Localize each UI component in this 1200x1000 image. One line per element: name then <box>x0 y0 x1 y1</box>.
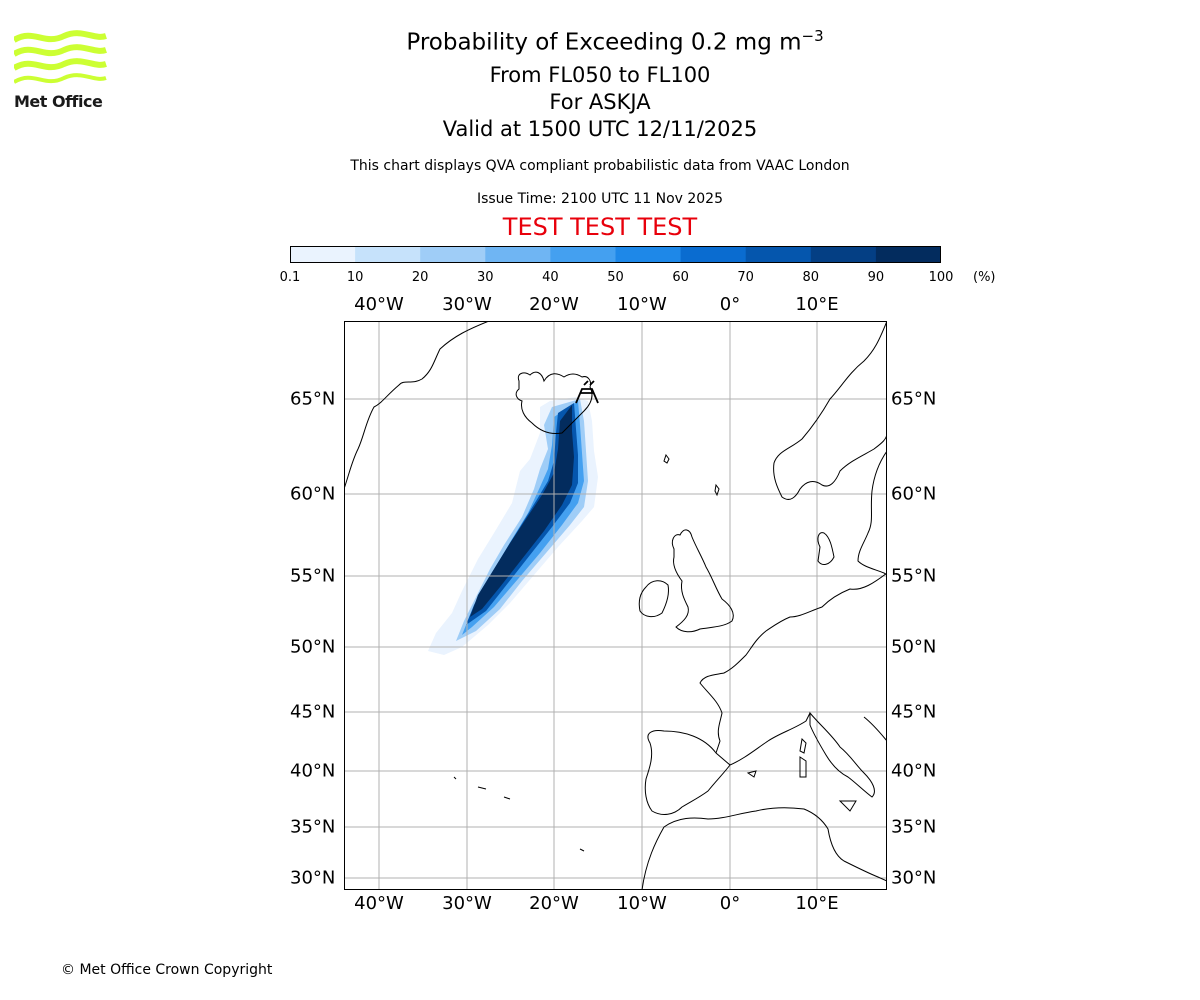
map-frame <box>344 321 887 890</box>
latitude-label-left: 65°N <box>290 388 336 410</box>
longitude-label-top: 20°W <box>529 294 579 315</box>
longitude-label-bottom: 20°W <box>529 893 579 914</box>
colorbar-tick-label: 20 <box>411 270 429 285</box>
greenland-coast <box>344 321 490 490</box>
colorbar-unit: (%) <box>973 270 996 285</box>
adriatic-east-coast <box>863 716 887 742</box>
latitude-label-left: 55°N <box>290 565 336 587</box>
latitude-label-right: 50°N <box>891 636 937 658</box>
latitude-label-right: 55°N <box>891 565 937 587</box>
met-office-waves-icon <box>12 30 107 84</box>
corsica-coast <box>799 737 807 754</box>
logo-text: Met Office <box>14 92 103 111</box>
north-africa-coast <box>641 807 887 890</box>
latitude-label-left: 45°N <box>290 701 336 723</box>
longitude-label-top: 30°W <box>442 294 492 315</box>
issue-time: Issue Time: 2100 UTC 11 Nov 2025 <box>476 191 724 207</box>
latitude-label-left: 50°N <box>290 636 336 658</box>
latitude-label-right: 40°N <box>891 760 937 782</box>
copyright: © Met Office Crown Copyright <box>61 962 273 978</box>
chart-title-superscript: −3 <box>801 27 824 45</box>
plume-probability-band <box>470 405 574 617</box>
sicily-coast <box>838 800 857 812</box>
test-banner: TEST TEST TEST <box>502 213 698 241</box>
latitude-label-right: 60°N <box>891 483 937 505</box>
volcano-name: For ASKJA <box>549 90 651 114</box>
colorbar-tick-label: 50 <box>607 270 624 285</box>
colorbar-tick-label: 40 <box>542 270 559 285</box>
met-office-logo: Met Office <box>12 30 110 114</box>
colorbar-segment <box>875 246 941 263</box>
latitude-label-left: 60°N <box>290 483 336 505</box>
colorbar-segment <box>745 246 812 263</box>
europe-coast <box>699 572 887 754</box>
denmark-coast <box>817 532 835 565</box>
faroe-islands <box>663 453 670 464</box>
latitude-label-left: 40°N <box>290 760 336 782</box>
longitude-label-top: 0° <box>719 294 741 315</box>
longitude-label-top: 10°W <box>617 294 667 315</box>
chart-title-text: Probability of Exceeding 0.2 mg m <box>406 29 802 56</box>
azores-islands <box>453 776 511 800</box>
madeira-island <box>579 848 585 852</box>
colorbar-tick-label: 70 <box>737 270 754 285</box>
mediterranean-north-coast <box>729 712 811 766</box>
colorbar-segment <box>290 246 356 263</box>
latitude-label-right: 45°N <box>891 701 937 723</box>
norway-coast <box>773 321 887 500</box>
latitude-label-right: 30°N <box>891 867 937 889</box>
colorbar-tick-label: 100 <box>928 270 954 285</box>
iberia-coast <box>644 730 731 815</box>
colorbar-segment <box>615 246 682 263</box>
longitude-label-top: 40°W <box>354 294 404 315</box>
chart-description: This chart displays QVA compliant probab… <box>350 158 850 174</box>
sardinia-coast <box>799 756 807 778</box>
longitude-label-bottom: 10°W <box>617 893 667 914</box>
latitude-label-left: 35°N <box>290 816 336 838</box>
map-panel <box>344 321 887 890</box>
colorbar-tick-label: 90 <box>867 270 885 285</box>
colorbar-segment <box>355 246 421 263</box>
volcano-icon <box>575 380 599 404</box>
latitude-label-left: 30°N <box>290 867 336 889</box>
ireland-coast <box>638 580 669 618</box>
coastlines <box>344 321 887 890</box>
colorbar-segment <box>810 246 877 263</box>
latitude-label-right: 65°N <box>891 388 937 410</box>
colorbar-segment <box>485 246 551 263</box>
colorbar-segment <box>680 246 747 263</box>
longitude-label-bottom: 30°W <box>442 893 492 914</box>
sweden-coast <box>857 450 887 576</box>
graticule <box>344 321 887 890</box>
balearic-islands <box>746 770 757 778</box>
flight-level-range: From FL050 to FL100 <box>489 63 711 87</box>
valid-time: Valid at 1500 UTC 12/11/2025 <box>442 117 758 141</box>
latitude-label-right: 35°N <box>891 816 937 838</box>
longitude-label-bottom: 0° <box>719 893 741 914</box>
colorbar <box>290 246 941 263</box>
longitude-label-top: 10°E <box>795 294 839 315</box>
colorbar-tick-label: 30 <box>477 270 494 285</box>
longitude-label-bottom: 40°W <box>354 893 404 914</box>
shetland-islands <box>714 483 720 497</box>
colorbar-segment <box>550 246 616 263</box>
longitude-label-bottom: 10°E <box>795 893 839 914</box>
iceland-coast <box>515 371 593 434</box>
colorbar-tick-label: 10 <box>346 270 364 285</box>
map-background <box>344 321 887 890</box>
chart-title: Probability of Exceeding 0.2 mg m−3 <box>0 27 1200 56</box>
great-britain-coast <box>671 529 734 633</box>
colorbar-tick-label: 60 <box>672 270 689 285</box>
italy-coast <box>809 711 875 798</box>
colorbar-border <box>290 246 941 263</box>
colorbar-tick-label: 0.1 <box>279 270 301 285</box>
colorbar-segment <box>420 246 486 263</box>
colorbar-tick-label: 80 <box>802 270 820 285</box>
